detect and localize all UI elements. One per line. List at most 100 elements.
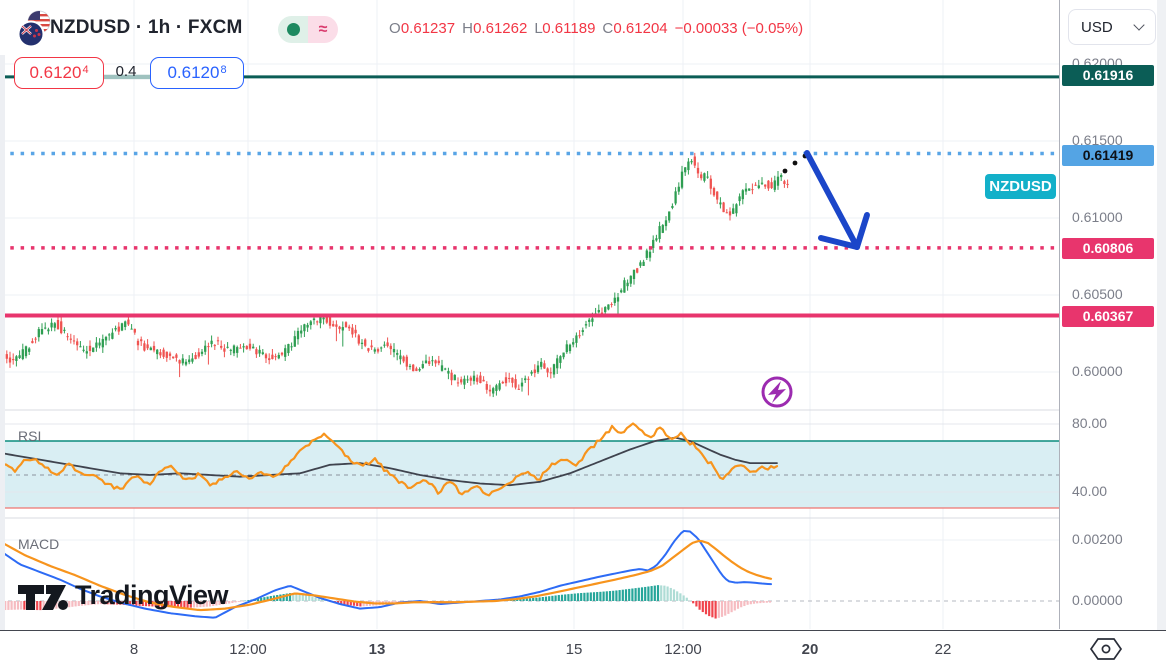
candle-body	[229, 349, 232, 351]
candle-body	[773, 180, 776, 190]
price-scale-badge[interactable]: 0.60367	[1062, 305, 1154, 327]
macd-histogram-bar	[212, 601, 215, 607]
candle-body	[687, 161, 690, 171]
macd-histogram-bar	[679, 593, 682, 601]
candle-body	[415, 368, 418, 372]
macd-histogram-bar	[768, 601, 772, 603]
candle-body	[309, 321, 312, 326]
candle-body	[120, 323, 124, 331]
candle-body	[82, 349, 85, 351]
macd-histogram-bar	[516, 599, 519, 601]
rsi-pane-label[interactable]: RSI	[18, 428, 42, 444]
ask-price-box[interactable]: 0.6120 8	[150, 57, 244, 89]
candle-body	[668, 211, 671, 221]
arrow-shaft[interactable]	[804, 150, 859, 248]
chart-canvas[interactable]	[0, 0, 1060, 630]
macd-histogram-bar	[285, 593, 288, 601]
candle-body	[408, 365, 412, 367]
market-status-pill[interactable]: ≈	[278, 16, 338, 43]
macd-histogram-bar	[176, 601, 180, 608]
candle-body	[786, 183, 789, 185]
candle-body	[376, 349, 380, 352]
symbol-badge[interactable]: NZDUSD	[985, 174, 1056, 199]
macd-histogram-bar	[621, 589, 624, 601]
candle-body	[223, 348, 226, 352]
price-scale-badge[interactable]: 0.61916	[1062, 64, 1154, 86]
currency-selector-dropdown[interactable]: USD	[1068, 9, 1156, 45]
macd-histogram-bar	[749, 601, 752, 605]
candle-body	[543, 363, 546, 369]
candle-body	[207, 346, 210, 348]
candle-body	[565, 344, 568, 353]
macd-histogram-bar	[16, 601, 20, 610]
macd-histogram-bar	[669, 587, 672, 601]
candle-body	[95, 342, 98, 348]
arrow-barb[interactable]	[854, 212, 870, 250]
bid-price-box[interactable]: 0.6120 4	[14, 57, 104, 89]
candle-body	[639, 262, 642, 266]
macd-histogram-bar	[55, 601, 58, 609]
candle-body	[104, 337, 108, 341]
candle-body	[364, 339, 367, 346]
candle-body	[508, 377, 511, 379]
macd-histogram-bar	[228, 601, 231, 604]
lightning-bolt-icon	[768, 381, 786, 403]
macd-histogram-bar	[746, 601, 749, 605]
macd-pane-label[interactable]: MACD	[18, 536, 60, 552]
tradingview-logo[interactable]: TradingView	[16, 578, 229, 612]
candle-body	[316, 321, 319, 323]
candle-body	[162, 349, 165, 357]
price-scale-badge[interactable]: 0.61419	[1062, 144, 1154, 166]
candle-body	[194, 355, 197, 360]
macd-histogram-bar	[567, 594, 570, 601]
macd-histogram-bar	[762, 601, 765, 603]
candle-body	[597, 309, 600, 313]
candle-body	[114, 328, 117, 330]
candle-body	[581, 330, 584, 332]
symbol-title[interactable]: NZDUSD · 1h · FXCM	[50, 17, 243, 38]
candle-body	[700, 174, 703, 179]
candle-body	[220, 345, 223, 348]
time-axis[interactable]: 8 12:00 13 15 12:00 20 22	[0, 630, 1166, 667]
candle-body	[69, 338, 72, 340]
candle-body	[536, 365, 540, 373]
candle-body	[437, 360, 440, 364]
macd-histogram-bar	[308, 595, 311, 601]
macd-histogram-bar	[42, 601, 45, 610]
macd-histogram-bar	[541, 596, 544, 601]
candle-body	[351, 327, 354, 335]
candle-body	[716, 191, 719, 200]
price-scale[interactable]: 0.62000 0.61500 0.61000 0.60500 0.60000 80.00…	[1060, 0, 1157, 630]
macd-histogram-bar	[132, 601, 135, 606]
price-scale-badge[interactable]: 0.60806	[1062, 237, 1154, 259]
macd-histogram-bar	[692, 601, 695, 604]
candle-body	[514, 379, 517, 388]
macd-histogram-bar	[221, 601, 224, 605]
macd-histogram-bar	[148, 601, 151, 607]
candle-body	[303, 324, 306, 332]
macd-histogram-bar	[90, 601, 93, 605]
candle-body	[136, 340, 140, 346]
candle-body	[770, 182, 773, 189]
macd-histogram-bar	[314, 597, 317, 601]
candle-body	[146, 344, 149, 349]
candle-body	[492, 388, 495, 394]
candle-body	[456, 382, 460, 384]
macd-histogram-bar	[256, 598, 260, 601]
candle-body	[255, 349, 258, 355]
candle-body	[287, 344, 290, 354]
candle-body	[434, 360, 437, 364]
hexagon-settings-icon[interactable]	[1088, 636, 1126, 664]
macd-histogram-bar	[740, 601, 743, 608]
arrow-barb[interactable]	[818, 235, 860, 250]
candle-body	[498, 383, 501, 390]
candle-body	[127, 319, 130, 325]
price-scale-label: 0.00200	[1072, 531, 1123, 547]
macd-histogram-bar	[106, 601, 109, 605]
candle-body	[232, 345, 236, 354]
candle-body	[117, 326, 120, 332]
macd-histogram-bar	[759, 601, 762, 604]
macd-histogram-bar	[576, 593, 580, 601]
macd-histogram-bar	[288, 593, 292, 601]
candle-body	[495, 385, 498, 391]
